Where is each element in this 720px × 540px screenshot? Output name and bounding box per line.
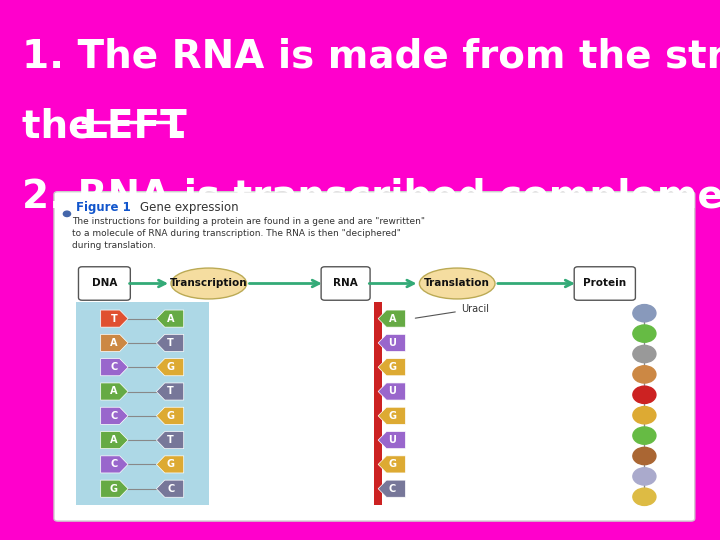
Text: T: T bbox=[110, 314, 117, 323]
Text: A: A bbox=[389, 314, 396, 323]
Circle shape bbox=[633, 386, 656, 403]
Text: the: the bbox=[22, 108, 107, 146]
FancyBboxPatch shape bbox=[76, 302, 209, 505]
Polygon shape bbox=[378, 480, 405, 497]
Polygon shape bbox=[378, 431, 405, 449]
Ellipse shape bbox=[419, 268, 495, 299]
Text: 1. The RNA is made from the strand on: 1. The RNA is made from the strand on bbox=[22, 38, 720, 76]
Text: G: G bbox=[166, 362, 175, 372]
Text: A: A bbox=[110, 435, 117, 445]
Polygon shape bbox=[156, 480, 184, 497]
Text: C: C bbox=[110, 460, 117, 469]
Text: G: G bbox=[388, 362, 397, 372]
Polygon shape bbox=[156, 431, 184, 449]
Text: Figure 1: Figure 1 bbox=[76, 201, 130, 214]
Circle shape bbox=[63, 211, 71, 217]
Text: U: U bbox=[389, 387, 396, 396]
Polygon shape bbox=[378, 407, 405, 424]
Text: A: A bbox=[110, 338, 117, 348]
Polygon shape bbox=[101, 407, 128, 424]
Text: T: T bbox=[167, 435, 174, 445]
FancyBboxPatch shape bbox=[374, 302, 382, 505]
Circle shape bbox=[633, 407, 656, 424]
Polygon shape bbox=[156, 407, 184, 424]
Text: U: U bbox=[389, 338, 396, 348]
Text: G: G bbox=[388, 411, 397, 421]
Polygon shape bbox=[156, 334, 184, 352]
FancyBboxPatch shape bbox=[321, 267, 370, 300]
Polygon shape bbox=[101, 310, 128, 327]
Text: A: A bbox=[110, 387, 117, 396]
Ellipse shape bbox=[171, 268, 246, 299]
Polygon shape bbox=[156, 456, 184, 473]
Polygon shape bbox=[101, 359, 128, 376]
Text: C: C bbox=[167, 484, 174, 494]
Circle shape bbox=[633, 305, 656, 322]
Text: C: C bbox=[110, 362, 117, 372]
Circle shape bbox=[633, 325, 656, 342]
FancyBboxPatch shape bbox=[575, 267, 635, 300]
Polygon shape bbox=[101, 431, 128, 449]
Text: G: G bbox=[109, 484, 118, 494]
Text: 2. RNA is transcribed complementary.: 2. RNA is transcribed complementary. bbox=[22, 178, 720, 216]
Polygon shape bbox=[101, 334, 128, 352]
Circle shape bbox=[633, 366, 656, 383]
Text: A: A bbox=[167, 314, 174, 323]
Text: The instructions for building a protein are found in a gene and are "rewritten"
: The instructions for building a protein … bbox=[72, 217, 425, 249]
Polygon shape bbox=[378, 359, 405, 376]
Polygon shape bbox=[156, 383, 184, 400]
Text: Transcription: Transcription bbox=[170, 279, 248, 288]
Text: DNA: DNA bbox=[91, 279, 117, 288]
Polygon shape bbox=[101, 480, 128, 497]
Text: .: . bbox=[173, 108, 188, 146]
FancyBboxPatch shape bbox=[54, 192, 695, 521]
Circle shape bbox=[633, 468, 656, 485]
Polygon shape bbox=[378, 334, 405, 352]
Text: G: G bbox=[166, 460, 175, 469]
Circle shape bbox=[633, 427, 656, 444]
Text: T: T bbox=[167, 338, 174, 348]
Polygon shape bbox=[101, 383, 128, 400]
Text: Uracil: Uracil bbox=[415, 304, 489, 318]
Text: T: T bbox=[167, 387, 174, 396]
Text: Translation: Translation bbox=[424, 279, 490, 288]
Text: G: G bbox=[388, 460, 397, 469]
Polygon shape bbox=[156, 310, 184, 327]
Text: C: C bbox=[389, 484, 396, 494]
Text: Gene expression: Gene expression bbox=[140, 201, 239, 214]
Polygon shape bbox=[378, 310, 405, 327]
Text: RNA: RNA bbox=[333, 279, 358, 288]
Text: C: C bbox=[110, 411, 117, 421]
Circle shape bbox=[633, 488, 656, 505]
Circle shape bbox=[633, 447, 656, 464]
FancyBboxPatch shape bbox=[78, 267, 130, 300]
Text: Protein: Protein bbox=[583, 279, 626, 288]
Text: LEFT: LEFT bbox=[83, 108, 187, 146]
Text: G: G bbox=[166, 411, 175, 421]
Polygon shape bbox=[378, 383, 405, 400]
Polygon shape bbox=[378, 456, 405, 473]
Text: U: U bbox=[389, 435, 396, 445]
Polygon shape bbox=[101, 456, 128, 473]
Circle shape bbox=[633, 346, 656, 363]
Polygon shape bbox=[156, 359, 184, 376]
